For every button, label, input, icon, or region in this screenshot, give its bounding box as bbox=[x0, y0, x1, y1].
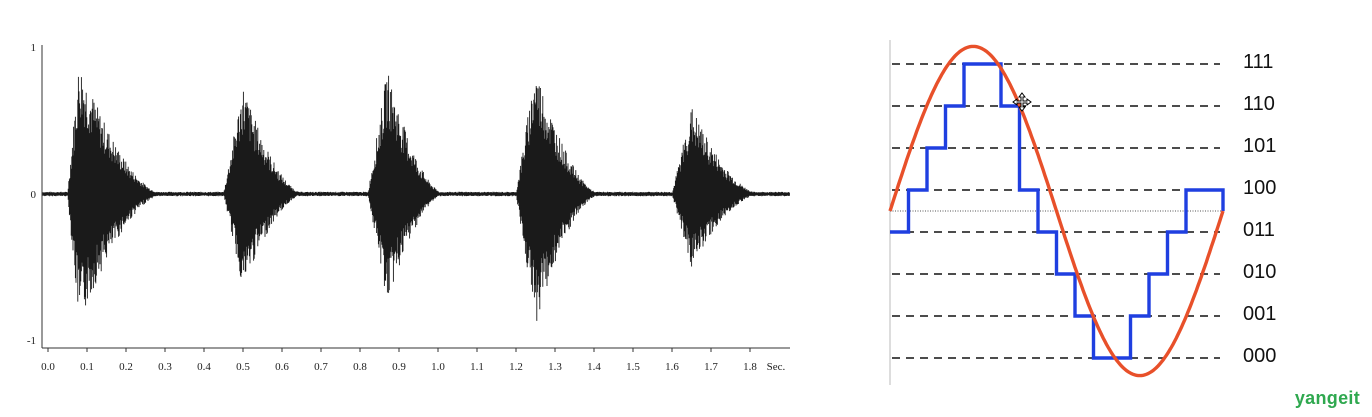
quantization-chart bbox=[888, 40, 1225, 385]
waveform-series bbox=[42, 75, 790, 321]
move-cursor-icon bbox=[1012, 92, 1032, 112]
waveform-x-tick-label: 0.8 bbox=[353, 361, 367, 373]
watermark-text: yangeit bbox=[1294, 388, 1360, 408]
speech-waveform-chart: 0.0 0.1 0.2 0.3 0.4 0.5 0.6 0.7 0.8 0.9 1.0 1.1 1.2 1… bbox=[27, 42, 790, 373]
analog-sine-signal bbox=[888, 44, 1225, 378]
waveform-y-tick-label: 0 bbox=[31, 189, 37, 201]
waveform-x-tick-label: 0.1 bbox=[80, 361, 94, 373]
waveform-y-tick-label: 1 bbox=[31, 42, 37, 54]
waveform-y-tick-label: -1 bbox=[27, 335, 36, 347]
waveform-tick-labels: 0.0 0.1 0.2 0.3 0.4 0.5 0.6 0.7 0.8 0.9 1.0 1.1 1.2 1… bbox=[27, 42, 786, 373]
waveform-x-tick-label: 0.6 bbox=[275, 361, 289, 373]
quantization-axis bbox=[889, 40, 1223, 385]
quantization-level-label: 101 bbox=[1243, 135, 1277, 157]
waveform-x-tick-label: 0.2 bbox=[119, 361, 133, 373]
waveform-x-tick-label: 1.0 bbox=[431, 361, 445, 373]
quantization-level-label: 011 bbox=[1243, 219, 1275, 241]
waveform-x-tick-label: 1.8 bbox=[743, 361, 757, 373]
quantization-level-label: 110 bbox=[1243, 93, 1275, 115]
waveform-signal bbox=[42, 75, 790, 321]
waveform-x-tick-label: 1.7 bbox=[704, 361, 718, 373]
waveform-x-tick-label: 1.2 bbox=[509, 361, 523, 373]
waveform-x-tick-label: 1.4 bbox=[587, 361, 601, 373]
waveform-x-tick-label: 0.5 bbox=[236, 361, 250, 373]
quantization-level-label: 001 bbox=[1243, 303, 1277, 325]
waveform-x-tick-label: 1.5 bbox=[626, 361, 640, 373]
waveform-x-tick-label: 0.0 bbox=[41, 361, 55, 373]
waveform-x-tick-label: 0.3 bbox=[158, 361, 172, 373]
quantization-level-label: 111 bbox=[1243, 51, 1274, 73]
waveform-x-tick-label: 0.7 bbox=[314, 361, 328, 373]
quantization-series bbox=[888, 44, 1225, 378]
quantization-level-label: 000 bbox=[1243, 345, 1277, 367]
waveform-x-tick-label: 1.1 bbox=[470, 361, 484, 373]
quantization-level-label: 010 bbox=[1243, 261, 1277, 283]
quantized-step-signal bbox=[890, 62, 1225, 360]
waveform-x-tick-label: 1.6 bbox=[665, 361, 679, 373]
waveform-x-tick-label: 0.4 bbox=[197, 361, 211, 373]
waveform-x-tick-label: 1.3 bbox=[548, 361, 562, 373]
waveform-x-unit-label: Sec. bbox=[767, 361, 786, 373]
quantization-level-label: 100 bbox=[1243, 177, 1277, 199]
waveform-x-tick-label: 0.9 bbox=[392, 361, 406, 373]
